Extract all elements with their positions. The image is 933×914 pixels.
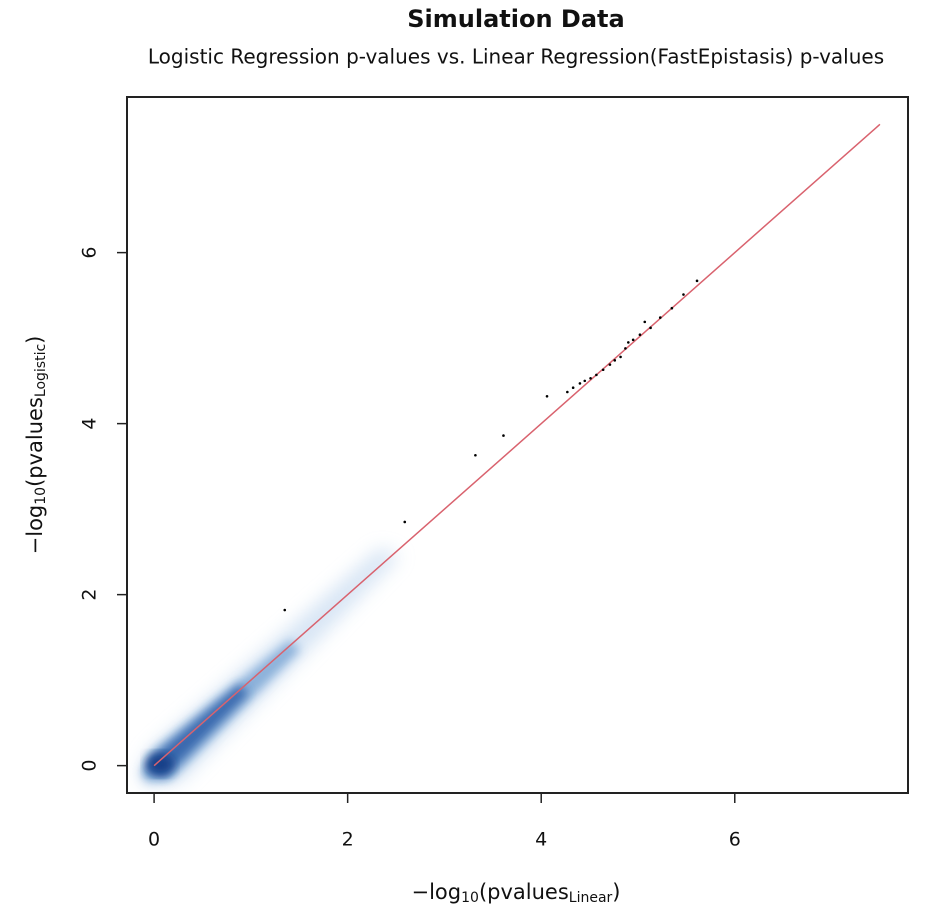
point — [695, 279, 699, 283]
x-tick-label: 2 — [342, 829, 354, 851]
x-tick-label: 0 — [148, 829, 160, 851]
point — [601, 368, 605, 372]
point — [578, 382, 582, 385]
point — [682, 293, 685, 296]
point — [643, 320, 647, 324]
point — [670, 306, 674, 310]
x-tick-label: 4 — [535, 829, 547, 851]
point — [649, 326, 652, 330]
y-tick-label: 0 — [79, 760, 101, 772]
reference-line — [153, 123, 881, 767]
chart-title: Simulation Data — [407, 5, 624, 33]
x-tick-label: 6 — [729, 829, 741, 851]
y-tick-label: 2 — [79, 589, 101, 601]
point — [613, 359, 617, 362]
point — [589, 377, 592, 380]
y-tick-label: 6 — [79, 247, 101, 259]
point — [658, 316, 662, 319]
point — [608, 363, 612, 366]
plot-frame — [126, 96, 909, 794]
point — [619, 355, 622, 359]
point — [583, 379, 587, 383]
point — [566, 390, 569, 394]
point — [595, 373, 598, 377]
point — [474, 453, 477, 457]
point — [627, 341, 630, 344]
point — [502, 434, 505, 437]
point — [283, 608, 287, 612]
point — [571, 386, 575, 390]
point — [624, 347, 627, 350]
point — [631, 338, 635, 342]
y-tick-label: 4 — [79, 418, 101, 430]
x-axis-label: −log10(pvaluesLinear) — [412, 880, 621, 906]
chart-subtitle: Logistic Regression p-values vs. Linear … — [148, 45, 884, 69]
point — [545, 394, 549, 398]
point — [638, 333, 642, 337]
point — [403, 520, 407, 524]
y-axis-label: −log10(pvaluesLogistic) — [23, 336, 49, 555]
